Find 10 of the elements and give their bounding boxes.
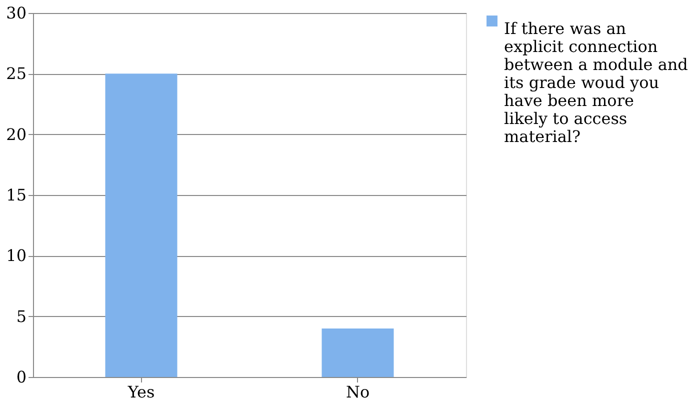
y-tick-label: 15 <box>6 186 26 204</box>
x-tick-label: Yes <box>126 382 155 402</box>
y-tick-label: 5 <box>16 306 26 326</box>
y-tick-label: 25 <box>6 64 26 84</box>
y-tick-label: 0 <box>16 368 26 386</box>
legend-label: If there was an explicit connection between a module and its grade woud you have been more likely to access material? <box>504 19 688 146</box>
y-tick-label: 10 <box>6 246 26 266</box>
y-tick-label: 30 <box>6 4 26 22</box>
x-tick-label: No <box>346 382 370 402</box>
y-tick-label: 20 <box>6 124 26 144</box>
